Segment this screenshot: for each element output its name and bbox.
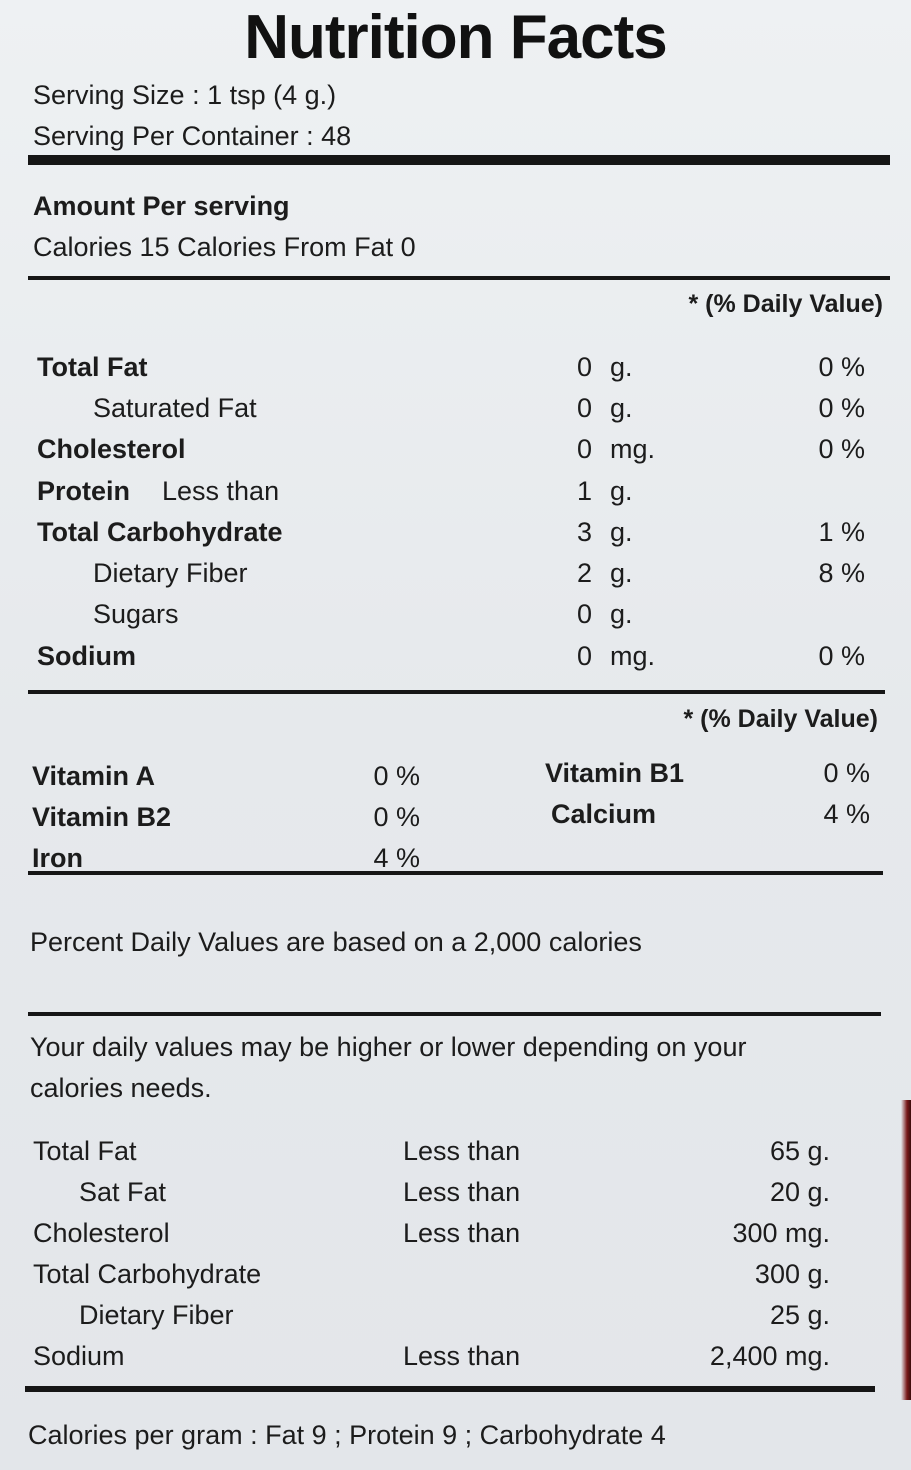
daily-value-header: * (% Daily Value) bbox=[688, 290, 883, 318]
nutrient-unit: g. bbox=[610, 558, 633, 588]
reference-nutrient: Sodium bbox=[33, 1341, 125, 1371]
vitamin-name: Vitamin B1 bbox=[545, 758, 685, 788]
nutrient-name: Saturated Fat bbox=[93, 393, 257, 423]
reference-qualifier: Less than bbox=[403, 1136, 521, 1166]
reference-nutrient: Total Fat bbox=[33, 1136, 137, 1166]
vitamin-name: Iron bbox=[32, 843, 83, 873]
amount-heading: Amount Per serving bbox=[33, 191, 290, 221]
reference-qualifier: Less than bbox=[403, 1341, 521, 1371]
daily-values-note-line2: calories needs. bbox=[30, 1073, 212, 1103]
nutrient-unit: g. bbox=[610, 393, 633, 423]
reference-value: 25 g. bbox=[769, 1300, 830, 1330]
nutrient-unit: mg. bbox=[610, 434, 656, 464]
nutrient-name: Sugars bbox=[93, 599, 179, 629]
package-edge bbox=[901, 1100, 911, 1400]
calories-line: Calories 15 Calories From Fat 0 bbox=[33, 232, 416, 262]
reference-value: 300 mg. bbox=[732, 1218, 830, 1248]
vitamin-name: Vitamin A bbox=[32, 761, 156, 791]
thick-divider bbox=[28, 155, 890, 165]
nutrient-daily-value: 0 % bbox=[818, 641, 865, 671]
nutrient-amount: 0 bbox=[576, 352, 592, 382]
nutrient-amount: 0 bbox=[576, 393, 592, 423]
nutrient-unit: g. bbox=[610, 599, 633, 629]
nutrient-amount: 2 bbox=[576, 558, 592, 588]
nutrient-qualifier: Less than bbox=[162, 476, 280, 506]
vitamin-daily-value: 0 % bbox=[373, 802, 420, 832]
reference-qualifier: Less than bbox=[403, 1218, 521, 1248]
nutrient-unit: mg. bbox=[610, 641, 656, 671]
nutrient-name: Total Fat bbox=[37, 352, 148, 382]
reference-value: 300 g. bbox=[754, 1259, 830, 1289]
servings-per-container: Serving Per Container : 48 bbox=[33, 121, 352, 151]
reference-value: 20 g. bbox=[769, 1177, 830, 1207]
reference-value: 65 g. bbox=[769, 1136, 830, 1166]
nutrient-unit: g. bbox=[610, 352, 633, 382]
nutrient-unit: g. bbox=[610, 476, 633, 506]
calories-per-gram: Calories per gram : Fat 9 ; Protein 9 ; … bbox=[28, 1420, 666, 1450]
vitamins-daily-value-header: * (% Daily Value) bbox=[683, 705, 878, 733]
nutrient-daily-value: 8 % bbox=[818, 558, 865, 588]
vitamin-daily-value: 0 % bbox=[373, 761, 420, 791]
nutrient-name: Protein bbox=[37, 476, 131, 506]
reference-value: 2,400 mg. bbox=[709, 1341, 830, 1371]
vitamin-daily-value: 4 % bbox=[373, 843, 420, 873]
nutrient-amount: 3 bbox=[576, 517, 592, 547]
nutrient-name: Cholesterol bbox=[37, 434, 186, 464]
vitamin-name: Vitamin B2 bbox=[32, 802, 172, 832]
reference-nutrient: Total Carbohydrate bbox=[33, 1259, 262, 1289]
reference-nutrient: Sat Fat bbox=[79, 1177, 167, 1207]
nutrient-name: Sodium bbox=[37, 641, 136, 671]
nutrient-amount: 0 bbox=[576, 641, 592, 671]
label-title: Nutrition Facts bbox=[244, 3, 667, 72]
divider bbox=[28, 690, 885, 694]
nutrient-daily-value: 1 % bbox=[818, 517, 865, 547]
divider bbox=[28, 871, 883, 875]
nutrient-daily-value: 0 % bbox=[818, 352, 865, 382]
divider bbox=[28, 276, 890, 280]
reference-nutrient: Dietary Fiber bbox=[79, 1300, 234, 1330]
nutrient-daily-value: 0 % bbox=[818, 393, 865, 423]
nutrient-amount: 0 bbox=[576, 434, 592, 464]
nutrient-unit: g. bbox=[610, 517, 633, 547]
divider bbox=[28, 1012, 881, 1016]
nutrient-name: Total Carbohydrate bbox=[37, 517, 283, 547]
vitamin-daily-value: 0 % bbox=[823, 758, 870, 788]
nutrient-daily-value: 0 % bbox=[818, 434, 865, 464]
nutrient-name: Dietary Fiber bbox=[93, 558, 248, 588]
nutrient-amount: 1 bbox=[576, 476, 592, 506]
reference-nutrient: Cholesterol bbox=[33, 1218, 170, 1248]
nutrient-amount: 0 bbox=[576, 599, 592, 629]
serving-size: Serving Size : 1 tsp (4 g.) bbox=[33, 80, 337, 110]
daily-values-note-line1: Your daily values may be higher or lower… bbox=[30, 1032, 747, 1062]
reference-qualifier: Less than bbox=[403, 1177, 521, 1207]
vitamin-daily-value: 4 % bbox=[823, 799, 870, 829]
thick-divider bbox=[25, 1386, 875, 1392]
vitamin-name: Calcium bbox=[551, 799, 657, 829]
daily-values-basis: Percent Daily Values are based on a 2,00… bbox=[30, 927, 642, 957]
